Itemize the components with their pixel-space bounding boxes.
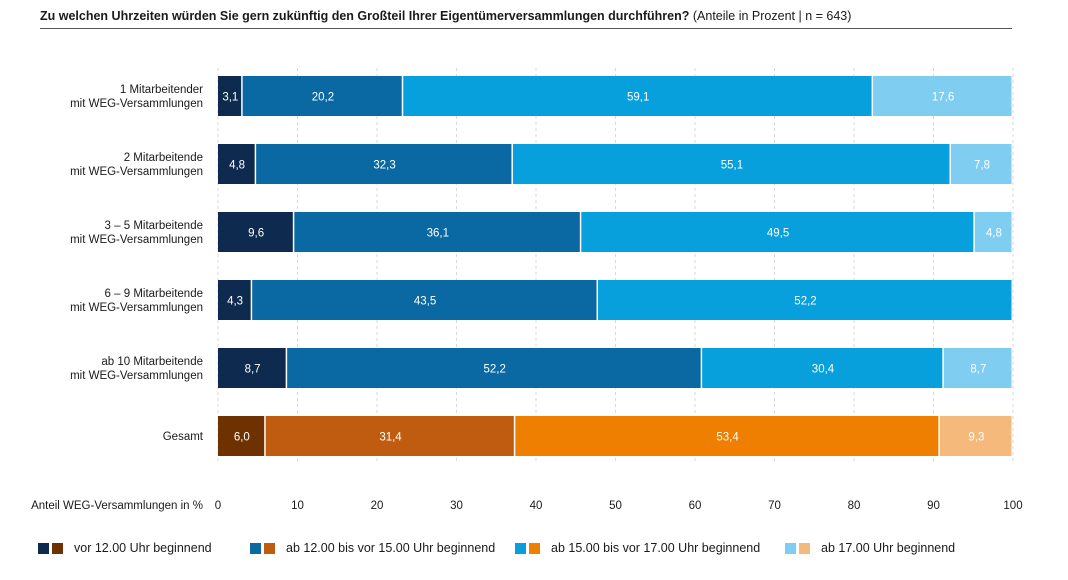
category-label: ab 10 Mitarbeitende bbox=[101, 356, 203, 368]
x-tick-label: 100 bbox=[1003, 500, 1022, 512]
data-label: 53,4 bbox=[716, 432, 739, 444]
chart-title: Zu welchen Uhrzeiten würden Sie gern zuk… bbox=[40, 9, 851, 23]
x-tick-label: 20 bbox=[371, 500, 384, 512]
legend-swatch bbox=[264, 542, 275, 554]
data-label: 9,3 bbox=[968, 432, 984, 444]
data-label: 30,4 bbox=[812, 364, 835, 376]
bar-segment bbox=[218, 348, 286, 388]
data-label: 52,2 bbox=[794, 296, 816, 308]
bar-segment bbox=[974, 212, 1012, 252]
bar-segment bbox=[218, 416, 265, 456]
bar-segment bbox=[403, 76, 872, 116]
bar-segment bbox=[294, 212, 580, 252]
category-label: 1 Mitarbeitender bbox=[120, 84, 203, 96]
x-tick-label: 60 bbox=[689, 500, 702, 512]
category-label: mit WEG-Versammlungen bbox=[70, 166, 203, 178]
category-label: Gesamt bbox=[163, 431, 204, 443]
bar-segment bbox=[252, 280, 597, 320]
legend-swatch bbox=[799, 542, 810, 554]
bar-segment bbox=[287, 348, 701, 388]
bar-segment bbox=[943, 348, 1012, 388]
data-label: 32,3 bbox=[373, 160, 395, 172]
bar-segment bbox=[873, 76, 1012, 116]
data-label: 49,5 bbox=[767, 228, 789, 240]
x-tick-label: 70 bbox=[768, 500, 781, 512]
x-tick-label: 90 bbox=[927, 500, 940, 512]
bar-segment bbox=[512, 144, 950, 184]
category-label: mit WEG-Versammlungen bbox=[70, 234, 203, 246]
data-label: 55,1 bbox=[721, 160, 743, 172]
data-label: 43,5 bbox=[414, 296, 436, 308]
x-tick-label: 10 bbox=[291, 500, 304, 512]
data-label: 6,0 bbox=[234, 432, 250, 444]
data-label: 8,7 bbox=[970, 364, 986, 376]
category-label: mit WEG-Versammlungen bbox=[70, 302, 203, 314]
data-label: 4,8 bbox=[986, 228, 1002, 240]
data-label: 52,2 bbox=[483, 364, 505, 376]
legend-item: ab 15.00 bis vor 17.00 Uhr beginnend bbox=[515, 541, 760, 555]
legend-item: ab 12.00 bis vor 15.00 Uhr beginnend bbox=[250, 541, 495, 555]
legend-label: ab 12.00 bis vor 15.00 Uhr beginnend bbox=[286, 541, 496, 555]
data-label: 59,1 bbox=[627, 92, 649, 104]
x-tick-label: 0 bbox=[215, 500, 221, 512]
legend-swatch bbox=[785, 542, 796, 554]
category-label: 3 – 5 Mitarbeitende bbox=[105, 220, 203, 232]
chart-title-question: Zu welchen Uhrzeiten würden Sie gern zuk… bbox=[40, 9, 690, 23]
bar-segment bbox=[242, 76, 402, 116]
bar-segment bbox=[218, 76, 242, 116]
x-tick-label: 30 bbox=[450, 500, 463, 512]
legend-label: vor 12.00 Uhr beginnend bbox=[74, 541, 212, 555]
legend-item: ab 17.00 Uhr beginnend bbox=[785, 541, 955, 555]
legend-swatch bbox=[515, 542, 526, 554]
category-label: 2 Mitarbeitende bbox=[124, 152, 203, 164]
data-label: 4,8 bbox=[229, 160, 245, 172]
x-tick-label: 80 bbox=[848, 500, 861, 512]
x-axis-label: Anteil WEG-Versammlungen in % bbox=[31, 500, 203, 512]
bar-segment bbox=[256, 144, 512, 184]
data-label: 17,6 bbox=[932, 92, 954, 104]
category-label: mit WEG-Versammlungen bbox=[70, 370, 203, 382]
data-label: 4,3 bbox=[227, 296, 243, 308]
bar-segment bbox=[702, 348, 943, 388]
bar-segment bbox=[218, 212, 293, 252]
data-label: 8,7 bbox=[245, 364, 261, 376]
x-tick-label: 40 bbox=[530, 500, 543, 512]
legend-label: ab 15.00 bis vor 17.00 Uhr beginnend bbox=[551, 541, 761, 555]
bar-segment bbox=[265, 416, 514, 456]
data-label: 7,8 bbox=[974, 160, 990, 172]
bar-segment bbox=[950, 144, 1012, 184]
stacked-bar-chart: 1 Mitarbeitender mit WEG-Versammlungen 3,1… bbox=[31, 68, 1023, 512]
x-tick-label: 50 bbox=[609, 500, 622, 512]
bar-segment bbox=[515, 416, 939, 456]
chart-title-sample: (Anteile in Prozent | n = 643) bbox=[692, 9, 852, 23]
title-divider bbox=[40, 28, 1012, 29]
data-label: 9,6 bbox=[248, 228, 264, 240]
legend-swatch bbox=[529, 542, 540, 554]
legend-swatch bbox=[52, 542, 63, 554]
category-label: mit WEG-Versammlungen bbox=[70, 98, 203, 110]
data-label: 20,2 bbox=[312, 92, 334, 104]
bar-segment bbox=[218, 280, 251, 320]
bar-segment bbox=[218, 144, 255, 184]
legend-label: ab 17.00 Uhr beginnend bbox=[821, 541, 956, 555]
data-label: 36,1 bbox=[427, 228, 449, 240]
legend-swatch bbox=[250, 542, 261, 554]
legend-item: vor 12.00 Uhr beginnend bbox=[38, 541, 212, 555]
data-label: 31,4 bbox=[379, 432, 402, 444]
legend-swatch bbox=[38, 542, 49, 554]
data-label: 3,1 bbox=[222, 92, 238, 104]
bar-segment bbox=[939, 416, 1012, 456]
bar-segment bbox=[581, 212, 974, 252]
category-label: 6 – 9 Mitarbeitende bbox=[105, 288, 203, 300]
bar-segment bbox=[598, 280, 1012, 320]
